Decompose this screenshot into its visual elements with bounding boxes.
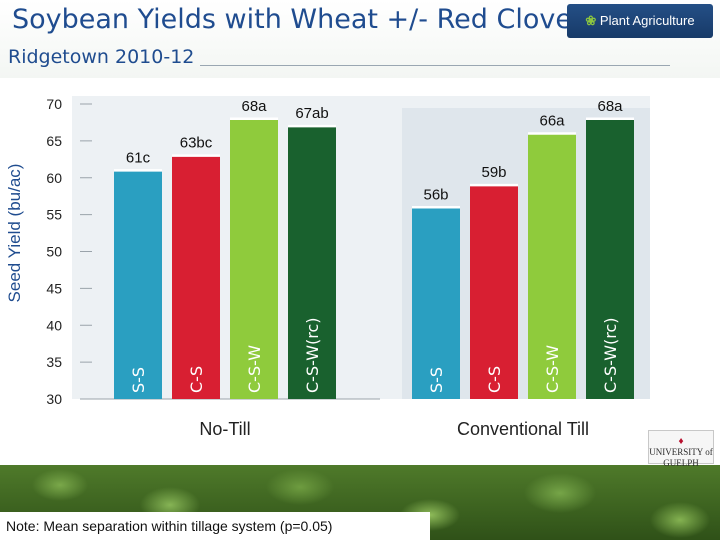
leaf-icon: ❀ <box>585 13 600 28</box>
bar-value-label: 59b <box>481 164 506 181</box>
y-axis-title: Seed Yield (bu/ac) <box>5 164 24 303</box>
bar-category-label: S-S <box>427 367 446 393</box>
bar <box>412 207 460 399</box>
note-background <box>0 512 430 540</box>
bar <box>230 118 278 399</box>
y-tick-label: 65 <box>46 133 62 149</box>
bar-value-label: 67ab <box>295 105 328 122</box>
y-tick-label: 35 <box>46 354 62 370</box>
y-tick-label: 30 <box>46 391 62 407</box>
bars: 61c S-S 63bc C-S 68a C-S-W 67ab C-S-W(rc) 56b S-S… <box>114 98 634 399</box>
footnote: Note: Mean separation within tillage sys… <box>6 518 333 534</box>
bar <box>114 170 162 399</box>
bar <box>172 155 220 399</box>
group-label: Conventional Till <box>457 419 589 439</box>
header-divider <box>200 65 670 66</box>
university-of-guelph-logo: ♦ UNIVERSITY of GUELPH <box>648 430 714 468</box>
plant-agriculture-logo-text: Plant Agriculture <box>599 13 695 28</box>
bar-value-label: 63bc <box>180 135 213 152</box>
slide-subtitle: Ridgetown 2010-12 <box>8 46 195 68</box>
bar-category-label: S-S <box>129 367 148 393</box>
y-tick-label: 50 <box>46 244 62 260</box>
y-tick-label: 70 <box>46 96 62 112</box>
bar <box>470 185 518 399</box>
bar <box>288 126 336 399</box>
bar-value-label: 68a <box>597 98 623 115</box>
y-tick-label: 60 <box>46 170 62 186</box>
university-logo-text: UNIVERSITY of GUELPH <box>649 447 713 468</box>
slide-title: Soybean Yields with Wheat +/- Red Clover… <box>12 4 592 35</box>
y-tick-label: 45 <box>46 280 62 296</box>
group-labels: No-Till Conventional Till <box>199 419 589 439</box>
bar-value-label: 61c <box>126 149 151 166</box>
shield-icon: ♦ <box>678 436 684 447</box>
yield-bar-chart: 30 35 40 45 50 55 60 65 70 61c S-S 63bc C-S 68a C-S-W… <box>5 96 650 439</box>
y-tick-label: 55 <box>46 207 62 223</box>
y-axis: 30 35 40 45 50 55 60 65 70 <box>46 96 380 407</box>
bar-category-label: C-S-W <box>543 345 562 393</box>
group-label: No-Till <box>199 419 250 439</box>
bar-category-label: C-S-W(rc) <box>601 317 620 393</box>
bar <box>528 133 576 399</box>
bar-category-label: C-S-W <box>245 345 264 393</box>
bar-value-label: 68a <box>241 98 267 115</box>
bar-category-label: C-S-W(rc) <box>303 317 322 393</box>
bar-category-label: C-S <box>187 366 206 393</box>
plant-agriculture-logo: ❀ Plant Agriculture <box>567 4 713 38</box>
y-tick-label: 40 <box>46 317 62 333</box>
slide-header: Soybean Yields with Wheat +/- Red Clover… <box>0 0 720 78</box>
bar-category-label: C-S <box>485 366 504 393</box>
bar-value-label: 56b <box>423 186 448 203</box>
bar-value-label: 66a <box>539 113 565 130</box>
bar <box>586 118 634 399</box>
